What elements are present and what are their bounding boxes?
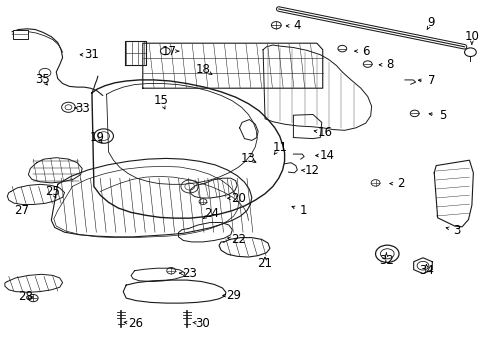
- Text: 4: 4: [293, 19, 301, 32]
- Text: 10: 10: [464, 30, 478, 42]
- Text: 27: 27: [15, 204, 29, 217]
- Text: 21: 21: [257, 257, 272, 270]
- Text: 5: 5: [438, 109, 446, 122]
- Text: 11: 11: [272, 141, 286, 154]
- Text: 26: 26: [128, 317, 143, 330]
- Text: 7: 7: [427, 75, 434, 87]
- Text: 31: 31: [84, 48, 99, 61]
- Text: 6: 6: [361, 45, 369, 58]
- Text: 15: 15: [154, 94, 168, 107]
- Text: 19: 19: [89, 131, 104, 144]
- Text: 33: 33: [75, 102, 89, 114]
- Text: 20: 20: [231, 192, 245, 205]
- Text: 25: 25: [45, 185, 60, 198]
- Text: 13: 13: [241, 152, 255, 165]
- Text: 35: 35: [36, 73, 50, 86]
- Text: 24: 24: [203, 207, 218, 220]
- Text: 28: 28: [18, 291, 33, 303]
- Text: 3: 3: [452, 224, 460, 237]
- Text: 34: 34: [418, 264, 433, 277]
- Text: 23: 23: [182, 267, 197, 280]
- Text: 17: 17: [161, 45, 176, 58]
- Text: 1: 1: [299, 204, 306, 217]
- Text: 12: 12: [304, 165, 319, 177]
- Text: 16: 16: [317, 126, 332, 139]
- Text: 22: 22: [231, 233, 245, 246]
- Text: 2: 2: [396, 177, 404, 190]
- Text: 14: 14: [320, 149, 334, 162]
- FancyBboxPatch shape: [13, 30, 28, 39]
- Text: 8: 8: [386, 58, 393, 71]
- Text: 18: 18: [195, 63, 210, 76]
- Text: 29: 29: [226, 289, 241, 302]
- Text: 9: 9: [427, 16, 434, 29]
- Text: 32: 32: [378, 255, 393, 267]
- Text: 30: 30: [195, 317, 210, 330]
